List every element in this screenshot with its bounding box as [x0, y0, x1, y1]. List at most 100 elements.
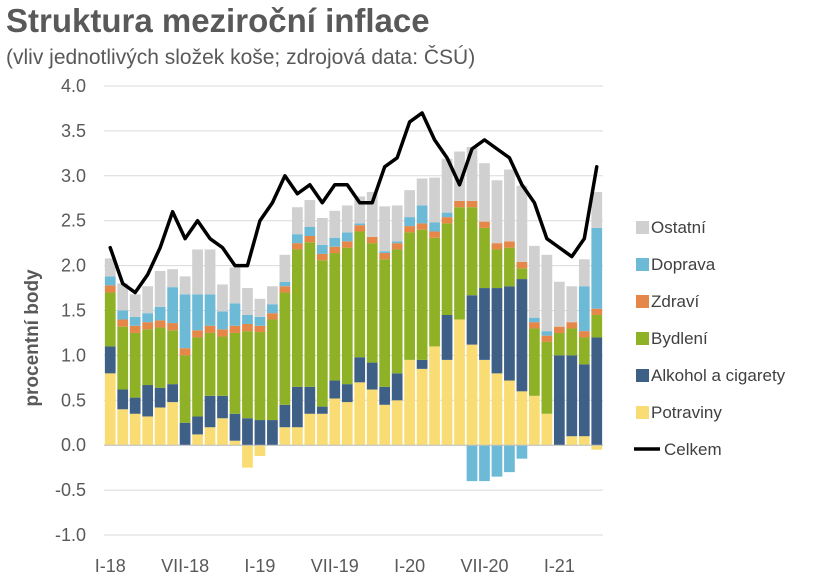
legend: OstatníDopravaZdravíBydleníAlkohol a cig… — [634, 218, 786, 459]
bar-alkohol-a-cigarety-VII-20 — [479, 288, 490, 360]
legend-swatch-zdraví — [636, 295, 649, 308]
bar-zdraví-I-18 — [105, 285, 116, 292]
bar-ostatní-XI-20 — [529, 246, 540, 318]
bar-potraviny-VI-18 — [167, 402, 178, 445]
bar-zdraví-VI-18 — [167, 323, 178, 330]
bar-zdraví-XI-20 — [529, 322, 540, 328]
bar-alkohol-a-cigarety-X-19 — [367, 363, 378, 390]
bar-ostatní-VI-19 — [317, 218, 328, 245]
y-tick-label: -1.0 — [55, 525, 86, 545]
bar-bydlení-I-19 — [255, 332, 266, 420]
bar-alkohol-a-cigarety-I-18 — [105, 346, 116, 373]
bar-potraviny-XI-18 — [230, 441, 241, 445]
bar-potraviny-XII-19 — [392, 400, 403, 445]
bar-bydlení-IV-20 — [442, 223, 453, 315]
bar-ostatní-IV-19 — [292, 207, 303, 234]
bar-zdraví-IV-19 — [292, 243, 303, 249]
bar-potraviny-VII-19 — [329, 399, 340, 446]
bar-zdraví-VII-19 — [329, 247, 340, 253]
x-tick-label: I-21 — [544, 556, 575, 576]
bar-potraviny-IV-18 — [142, 416, 153, 445]
bar-bydlení-II-21 — [566, 328, 577, 355]
bar-ostatní-II-19 — [267, 286, 278, 304]
bar-bydlení-II-20 — [417, 230, 428, 360]
bar-alkohol-a-cigarety-II-18 — [117, 390, 128, 410]
bar-alkohol-a-cigarety-IV-21 — [591, 337, 602, 445]
bar-potraviny-VI-20 — [467, 345, 478, 446]
stacked-bars — [105, 147, 602, 481]
bar-potraviny-IX-19 — [354, 382, 365, 445]
bar-zdraví-II-18 — [117, 319, 128, 326]
bar-alkohol-a-cigarety-XII-19 — [392, 373, 403, 400]
bar-potraviny-XII-18 — [242, 445, 253, 467]
bar-ostatní-VII-18 — [180, 276, 191, 294]
bar-zdraví-II-21 — [566, 322, 577, 328]
bar-bydlení-VI-18 — [167, 330, 178, 384]
bar-bydlení-I-21 — [554, 333, 565, 355]
x-tick-label: I-20 — [394, 556, 425, 576]
legend-swatch-potraviny — [636, 406, 649, 419]
bar-zdraví-II-19 — [267, 313, 278, 319]
bar-alkohol-a-cigarety-I-19 — [255, 420, 266, 445]
bar-doprava-XI-18 — [230, 303, 241, 325]
x-tick-label: VII-18 — [161, 556, 209, 576]
bar-bydlení-VI-19 — [317, 260, 328, 406]
bar-ostatní-IV-18 — [142, 286, 153, 313]
bar-bydlení-XII-18 — [242, 331, 253, 418]
bar-alkohol-a-cigarety-VIII-19 — [342, 384, 353, 402]
bar-alkohol-a-cigarety-III-19 — [280, 405, 291, 427]
bar-potraviny-IX-20 — [504, 381, 515, 446]
bar-ostatní-IX-18 — [205, 249, 216, 294]
bar-ostatní-I-21 — [554, 282, 565, 327]
bar-bydlení-XI-19 — [379, 259, 390, 387]
bar-potraviny-III-21 — [579, 436, 590, 445]
legend-swatch-alkohol-a-cigarety — [636, 369, 649, 382]
bar-potraviny-V-18 — [155, 407, 166, 445]
grid-lines — [104, 86, 603, 535]
bar-zdraví-IV-21 — [591, 309, 602, 315]
bar-ostatní-V-18 — [155, 271, 166, 307]
bar-zdraví-XII-18 — [242, 324, 253, 331]
bar-ostatní-VII-20 — [479, 163, 490, 221]
bar-potraviny-VIII-20 — [492, 373, 503, 445]
bar-alkohol-a-cigarety-VI-20 — [467, 295, 478, 344]
bar-ostatní-X-20 — [517, 186, 528, 262]
bar-potraviny-X-18 — [217, 418, 228, 445]
y-tick-label: 0.0 — [61, 435, 86, 455]
bar-alkohol-a-cigarety-VI-18 — [167, 384, 178, 402]
bar-doprava-III-20 — [429, 223, 440, 232]
bar-bydlení-III-19 — [280, 293, 291, 405]
bar-bydlení-III-21 — [579, 337, 590, 364]
bar-doprava-VIII-20 — [492, 445, 503, 476]
bar-doprava-VIII-19 — [342, 232, 353, 241]
bar-zdraví-III-19 — [280, 286, 291, 292]
bar-ostatní-II-21 — [566, 286, 577, 322]
y-axis-label: procentní body — [22, 269, 43, 407]
legend-label: Ostatní — [651, 218, 706, 237]
bar-potraviny-VI-19 — [317, 414, 328, 445]
bar-alkohol-a-cigarety-III-21 — [579, 364, 590, 436]
legend-swatch-doprava — [636, 258, 649, 271]
bar-bydlení-IV-18 — [142, 329, 153, 385]
bar-zdraví-IV-18 — [142, 322, 153, 329]
bar-ostatní-XII-18 — [242, 288, 253, 315]
bar-zdraví-I-20 — [404, 226, 415, 232]
bar-potraviny-XII-20 — [542, 414, 553, 445]
bar-potraviny-X-19 — [367, 390, 378, 446]
bar-zdraví-VI-19 — [317, 254, 328, 260]
bar-alkohol-a-cigarety-X-18 — [217, 396, 228, 418]
legend-label: Alkohol a cigarety — [651, 366, 786, 385]
bar-potraviny-IX-18 — [205, 427, 216, 445]
bar-alkohol-a-cigarety-XII-18 — [242, 418, 253, 445]
bar-zdraví-XII-19 — [392, 243, 403, 249]
bar-alkohol-a-cigarety-V-19 — [304, 387, 315, 414]
bar-bydlení-X-18 — [217, 337, 228, 396]
bar-alkohol-a-cigarety-VII-18 — [180, 423, 191, 445]
bar-doprava-I-20 — [404, 217, 415, 226]
bar-alkohol-a-cigarety-IV-18 — [142, 385, 153, 416]
legend-label: Zdraví — [651, 292, 699, 311]
legend-label: Potraviny — [651, 403, 722, 422]
bar-doprava-VIII-18 — [192, 294, 203, 330]
bar-zdraví-IX-18 — [205, 326, 216, 333]
bar-doprava-VI-19 — [317, 245, 328, 254]
